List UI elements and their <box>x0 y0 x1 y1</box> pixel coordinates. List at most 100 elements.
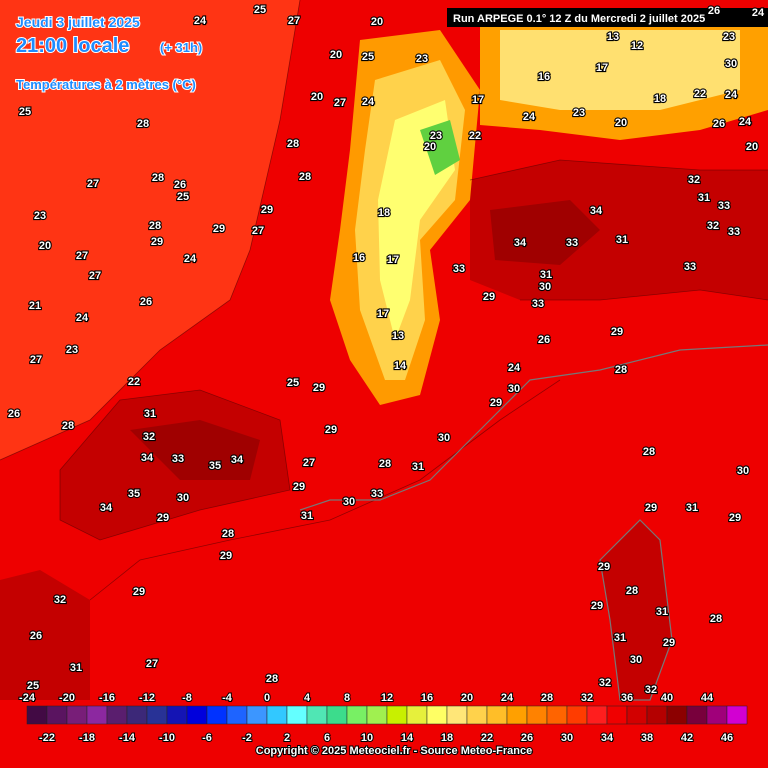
legend-swatch <box>566 705 588 725</box>
temperature-label: 31 <box>540 269 552 281</box>
legend-tick-label: -22 <box>39 732 55 744</box>
coastline <box>599 519 673 701</box>
temperature-label: 32 <box>688 174 700 186</box>
region <box>0 0 300 460</box>
legend-tick-label: 20 <box>461 692 473 704</box>
legend-swatch <box>26 705 48 725</box>
temperature-label: 25 <box>177 191 189 203</box>
legend-swatch <box>446 705 468 725</box>
legend-tick-label: 42 <box>681 732 693 744</box>
temperature-label: 23 <box>416 53 428 65</box>
temperature-label: 27 <box>89 270 101 282</box>
temperature-label: 32 <box>707 220 719 232</box>
legend-tick-label: 34 <box>601 732 614 744</box>
contour <box>520 289 768 301</box>
temperature-label: 33 <box>728 226 740 238</box>
temperature-label: 27 <box>303 457 315 469</box>
legend-swatch <box>186 705 208 725</box>
temperature-label: 25 <box>287 377 299 389</box>
temperature-label: 24 <box>508 362 521 374</box>
temperature-label: 31 <box>70 662 82 674</box>
temperature-label: 24 <box>752 7 765 19</box>
temperature-label: 32 <box>143 431 155 443</box>
temperature-label: 26 <box>538 334 550 346</box>
temperature-label: 18 <box>654 93 666 105</box>
temperature-label: 28 <box>710 613 722 625</box>
temperature-label: 29 <box>157 512 169 524</box>
legend-swatch <box>426 705 448 725</box>
legend-tick-label: 24 <box>501 692 514 704</box>
temperature-label: 26 <box>8 408 20 420</box>
region <box>0 570 90 700</box>
temperature-label: 23 <box>66 344 78 356</box>
temperature-label: 20 <box>615 117 627 129</box>
legend-tick-label: 2 <box>284 732 290 744</box>
legend-swatch <box>366 705 388 725</box>
temperature-label: 30 <box>508 383 520 395</box>
legend-tick-label: 44 <box>701 692 714 704</box>
temperature-label: 33 <box>718 200 730 212</box>
temperature-label: 29 <box>483 291 495 303</box>
temperature-label: 31 <box>144 408 156 420</box>
legend-swatch <box>46 705 68 725</box>
temperature-label: 31 <box>301 510 313 522</box>
temperature-label: 17 <box>472 94 484 106</box>
temperature-label: 29 <box>313 382 325 394</box>
temperature-label: 33 <box>532 298 544 310</box>
temperature-label: 31 <box>412 461 424 473</box>
temperature-label: 27 <box>30 354 42 366</box>
temperature-label: 20 <box>424 141 436 153</box>
legend-swatch <box>146 705 168 725</box>
temperature-label: 28 <box>287 138 299 150</box>
temperature-label: 31 <box>656 606 668 618</box>
temperature-label: 31 <box>698 192 710 204</box>
legend-swatch <box>306 705 328 725</box>
legend-swatch <box>346 705 368 725</box>
legend-swatch <box>326 705 348 725</box>
legend-swatch <box>466 705 488 725</box>
temperature-label: 24 <box>76 312 89 324</box>
legend-swatch <box>266 705 288 725</box>
legend-swatch <box>206 705 228 725</box>
temperature-label: 26 <box>30 630 42 642</box>
run: Run ARPEGE 0.1° 12 Z du Mercredi 2 juill… <box>453 13 705 25</box>
temperature-label: 33 <box>453 263 465 275</box>
temperature-label: 32 <box>645 684 657 696</box>
legend-tick-label: -8 <box>182 692 192 704</box>
legend-swatch <box>286 705 308 725</box>
region <box>420 120 460 175</box>
temperature-label: 29 <box>133 586 145 598</box>
legend-tick-label: 14 <box>401 732 414 744</box>
temperature-label: 25 <box>19 106 31 118</box>
legend-tick-label: -16 <box>99 692 115 704</box>
temperature-label: 29 <box>293 481 305 493</box>
temperature-label: 16 <box>353 252 365 264</box>
legend-tick-label: 12 <box>381 692 393 704</box>
legend-tick-label: -24 <box>19 692 36 704</box>
temperature-label: 12 <box>631 40 643 52</box>
region <box>130 420 260 480</box>
temperature-label: 22 <box>469 130 481 142</box>
temperature-label: 24 <box>739 116 752 128</box>
temperature-label: 13 <box>392 330 404 342</box>
legend-swatch <box>686 705 708 725</box>
legend-swatch <box>86 705 108 725</box>
temperature-label: 35 <box>209 460 221 472</box>
temperature-label: 23 <box>723 31 735 43</box>
temperature-label: 29 <box>490 397 502 409</box>
run-box <box>447 8 768 27</box>
contour <box>89 379 561 601</box>
temperature-label: 29 <box>645 502 657 514</box>
temperature-label: 27 <box>334 97 346 109</box>
temperature-label: 30 <box>630 654 642 666</box>
temperature-label: 33 <box>684 261 696 273</box>
temperature-label: 29 <box>220 550 232 562</box>
temperature-label: 29 <box>591 600 603 612</box>
temperature-label: 24 <box>184 253 197 265</box>
temperature-label: 27 <box>87 178 99 190</box>
temperature-label: 34 <box>514 237 527 249</box>
temperature-label: 29 <box>663 637 675 649</box>
legend-tick-label: -12 <box>139 692 155 704</box>
temperature-label: 26 <box>140 296 152 308</box>
